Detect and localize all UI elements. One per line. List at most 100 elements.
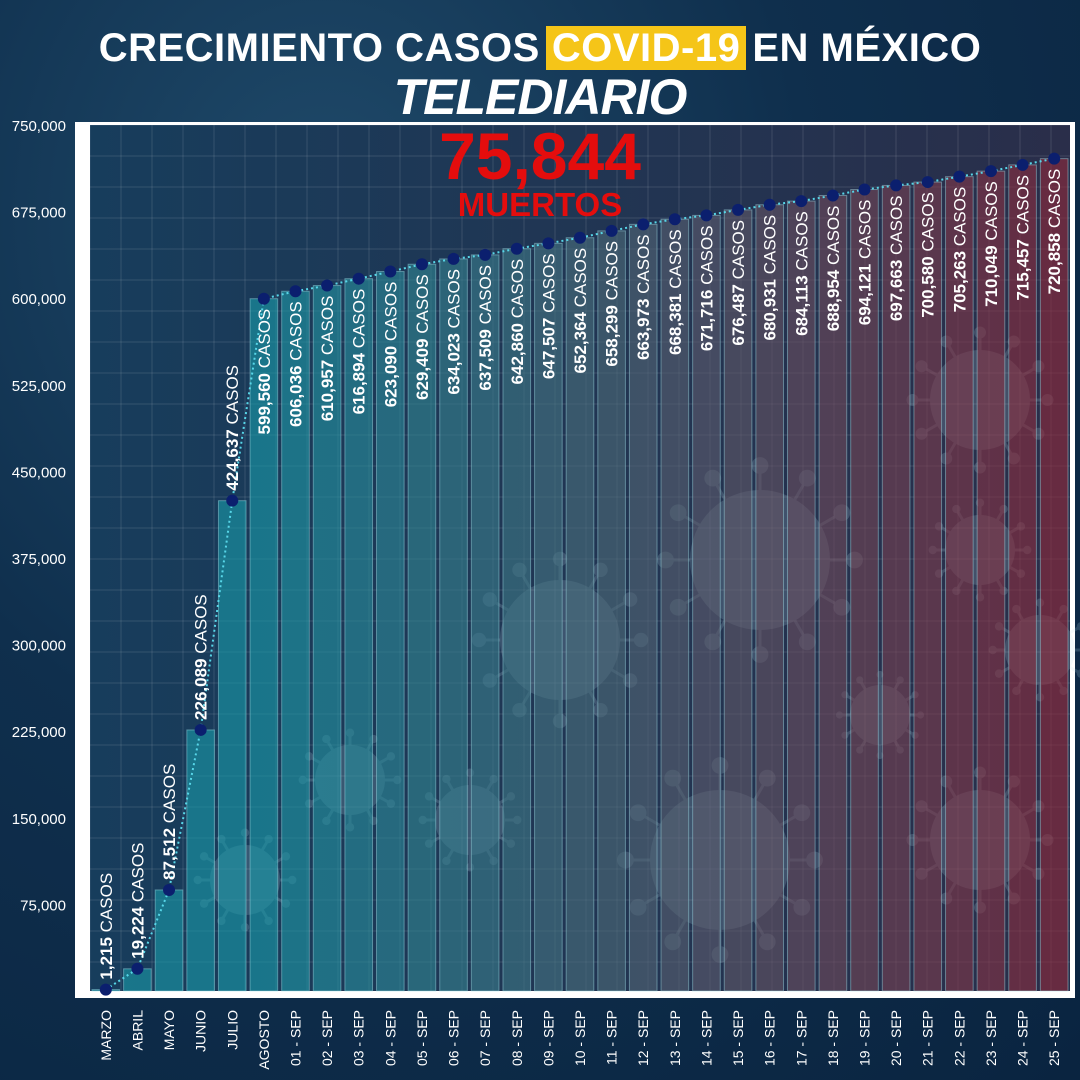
x-tick-label: 01 - SEP xyxy=(287,1010,303,1066)
value-unit: CASOS xyxy=(982,181,1001,241)
data-point xyxy=(953,170,966,183)
value-label: 720,858 CASOS xyxy=(1045,169,1064,295)
value-label: 634,023 CASOS xyxy=(445,269,464,395)
value-number: 634,023 xyxy=(445,328,464,394)
value-label: 623,090 CASOS xyxy=(381,282,400,408)
x-tick-label: 02 - SEP xyxy=(319,1010,335,1066)
x-tick-label: 17 - SEP xyxy=(793,1010,809,1066)
data-point xyxy=(637,218,650,231)
value-unit: CASOS xyxy=(697,225,716,285)
value-label: 652,364 CASOS xyxy=(571,248,590,374)
value-unit: CASOS xyxy=(413,274,432,334)
x-tick-label: 22 - SEP xyxy=(951,1010,967,1066)
data-point xyxy=(700,209,713,222)
value-label: 637,509 CASOS xyxy=(476,265,495,391)
title-highlight: COVID-19 xyxy=(545,26,747,70)
value-unit: CASOS xyxy=(381,282,400,342)
value-number: 19,224 xyxy=(128,902,147,959)
value-unit: CASOS xyxy=(476,265,495,325)
x-tick-label: 06 - SEP xyxy=(446,1010,462,1066)
value-label: 676,487 CASOS xyxy=(729,220,748,346)
bar xyxy=(628,223,658,992)
value-label: 697,663 CASOS xyxy=(887,195,906,321)
bar xyxy=(376,271,405,992)
value-unit: CASOS xyxy=(160,764,179,824)
bar xyxy=(818,194,848,992)
value-number: 616,894 xyxy=(350,348,369,414)
data-point xyxy=(1016,158,1029,171)
value-number: 599,560 xyxy=(255,368,274,434)
bar xyxy=(470,254,500,992)
x-tick-label: 11 - SEP xyxy=(604,1010,620,1065)
value-label: 705,263 CASOS xyxy=(950,187,969,313)
data-point xyxy=(384,265,397,278)
bar xyxy=(502,248,532,992)
value-label: 424,637 CASOS xyxy=(223,365,242,491)
value-number: 652,364 xyxy=(571,307,590,373)
value-number: 668,381 xyxy=(666,289,685,355)
data-point xyxy=(479,248,492,261)
bar xyxy=(154,889,184,992)
bar xyxy=(660,218,690,992)
data-point xyxy=(826,189,839,202)
value-unit: CASOS xyxy=(729,220,748,280)
bar xyxy=(534,242,563,992)
brand-logo: TELEDIARIO xyxy=(393,69,688,125)
y-tick-label: 300,000 xyxy=(12,638,66,655)
y-tick-label: 750,000 xyxy=(12,118,66,135)
value-unit: CASOS xyxy=(255,309,274,369)
value-label: 671,716 CASOS xyxy=(697,225,716,351)
data-point xyxy=(194,723,207,736)
x-tick-label: 14 - SEP xyxy=(698,1010,714,1066)
value-number: 715,457 xyxy=(1014,234,1033,300)
value-number: 710,049 xyxy=(982,241,1001,307)
value-number: 720,858 xyxy=(1045,228,1064,294)
y-tick-label: 150,000 xyxy=(12,811,66,828)
value-label: 642,860 CASOS xyxy=(508,259,527,385)
value-number: 610,957 xyxy=(318,355,337,421)
x-tick-label: 16 - SEP xyxy=(762,1010,778,1066)
data-point xyxy=(732,203,745,216)
value-unit: CASOS xyxy=(571,248,590,308)
data-point xyxy=(447,252,460,265)
value-label: 668,381 CASOS xyxy=(666,229,685,355)
chart-title: CRECIMIENTO CASOS COVID-19 EN MÉXICO xyxy=(0,26,1080,71)
x-tick-label: AGOSTO xyxy=(256,1010,272,1070)
bar xyxy=(217,500,247,992)
bar xyxy=(692,214,721,992)
x-tick-label: 13 - SEP xyxy=(667,1010,683,1066)
value-unit: CASOS xyxy=(223,365,242,425)
value-unit: CASOS xyxy=(192,594,211,654)
value-unit: CASOS xyxy=(603,241,622,301)
data-point xyxy=(99,983,112,996)
value-label: 610,957 CASOS xyxy=(318,296,337,422)
bar xyxy=(786,200,816,992)
value-label: 700,580 CASOS xyxy=(919,192,938,318)
bar xyxy=(439,258,468,992)
value-unit: CASOS xyxy=(1045,169,1064,229)
value-label: 226,089 CASOS xyxy=(192,594,211,720)
value-unit: CASOS xyxy=(318,296,337,356)
value-number: 623,090 xyxy=(381,341,400,407)
value-label: 19,224 CASOS xyxy=(128,843,147,959)
value-unit: CASOS xyxy=(350,289,369,349)
value-label: 658,299 CASOS xyxy=(603,241,622,367)
x-tick-label: 23 - SEP xyxy=(983,1010,999,1066)
value-label: 616,894 CASOS xyxy=(350,289,369,415)
value-number: 606,036 xyxy=(286,361,305,427)
x-tick-label: 05 - SEP xyxy=(414,1010,430,1066)
value-label: 606,036 CASOS xyxy=(286,301,305,427)
x-tick-label: 10 - SEP xyxy=(572,1010,588,1066)
x-tick-label: 20 - SEP xyxy=(888,1010,904,1066)
value-number: 226,089 xyxy=(192,654,211,720)
y-tick-label: 525,000 xyxy=(12,378,66,395)
data-point xyxy=(226,494,239,507)
y-tick-label: 450,000 xyxy=(12,464,66,481)
y-tick-label: 75,000 xyxy=(20,897,66,914)
value-label: 680,931 CASOS xyxy=(761,215,780,341)
value-unit: CASOS xyxy=(792,211,811,271)
data-point xyxy=(921,176,934,189)
y-tick-label: 675,000 xyxy=(12,205,66,222)
value-number: 697,663 xyxy=(887,255,906,321)
data-point xyxy=(668,213,681,226)
